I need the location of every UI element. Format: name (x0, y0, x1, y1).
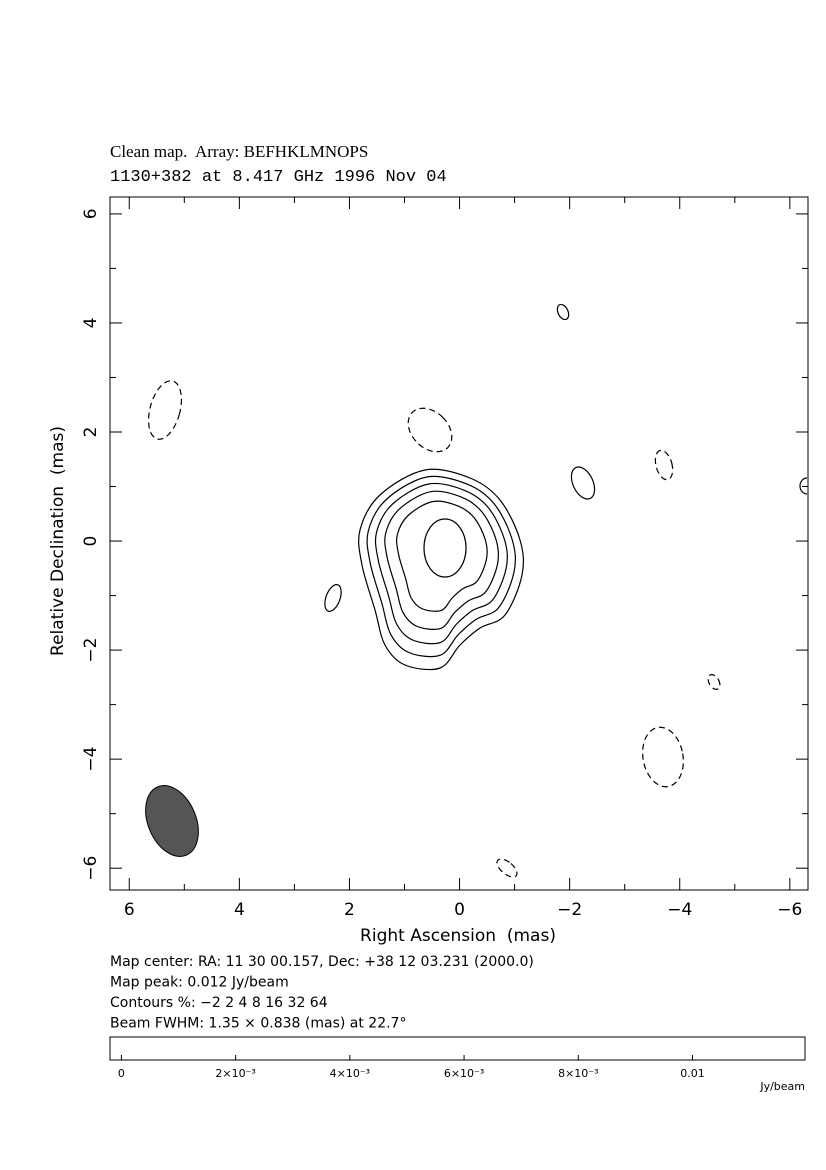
positive-contour (384, 490, 500, 630)
colorbar-tick-label: 0.01 (680, 1067, 705, 1080)
map-notes: Map center: RA: 11 30 00.157, Dec: +38 1… (110, 954, 534, 1032)
x-tick-label: 4 (234, 900, 245, 920)
y-tick-label: −6 (81, 856, 101, 881)
colorbar-tick-label: 6×10⁻³ (444, 1067, 484, 1080)
colorbar (109, 1036, 806, 1061)
x-axis-label: Right Ascension (mas) (360, 926, 556, 946)
y-axis-label: Relative Declination (mas) (48, 426, 68, 656)
y-tick-label: 4 (81, 318, 101, 329)
positive-contour (324, 584, 342, 612)
colorbar-tick-label: 0 (118, 1067, 125, 1080)
colorbar-tick-label: 8×10⁻³ (558, 1067, 598, 1080)
colorbar-tick-label: 2×10⁻³ (215, 1067, 255, 1080)
positive-contour (556, 303, 570, 321)
x-tick-label: 6 (124, 900, 135, 920)
x-tick-label: −2 (557, 900, 582, 920)
contour-map (145, 303, 808, 878)
negative-contour (707, 674, 721, 690)
plot-frame (109, 196, 809, 891)
negative-contour (407, 407, 453, 453)
x-tick-label: 0 (454, 900, 465, 920)
negative-contour (642, 726, 684, 788)
positive-contour (374, 482, 508, 645)
x-tick-label: 2 (344, 900, 355, 920)
y-tick-label: 0 (81, 536, 101, 547)
positive-contour (366, 475, 516, 658)
y-tick-label: 6 (81, 208, 101, 219)
y-tick-label: 2 (81, 427, 101, 438)
negative-contour (147, 380, 183, 440)
x-tick-label: −6 (777, 900, 802, 920)
positive-contour (799, 477, 808, 495)
colorbar-tick-label: 4×10⁻³ (330, 1067, 370, 1080)
map-note: Beam FWHM: 1.35 × 0.838 (mas) at 22.7° (110, 1016, 406, 1032)
beam-ellipse (145, 785, 199, 857)
positive-contour (358, 468, 525, 671)
negative-contour (496, 858, 518, 878)
y-tick-label: −2 (81, 638, 101, 663)
map-note: Contours %: −2 2 4 8 16 32 64 (110, 995, 328, 1011)
chart-subtitle: 1130+382 at 8.417 GHz 1996 Nov 04 (110, 168, 447, 187)
x-tick-label: −4 (667, 900, 692, 920)
map-note: Map center: RA: 11 30 00.157, Dec: +38 1… (110, 954, 534, 970)
positive-contour (423, 518, 467, 578)
positive-contour (570, 466, 596, 500)
map-note: Map peak: 0.012 Jy/beam (110, 975, 289, 991)
colorbar-label: Jy/beam (759, 1080, 805, 1093)
y-tick-label: −4 (81, 747, 101, 772)
chart-title: Clean map. Array: BEFHKLMNOPS (110, 142, 368, 161)
positive-contour (396, 500, 488, 612)
negative-contour (654, 449, 674, 481)
